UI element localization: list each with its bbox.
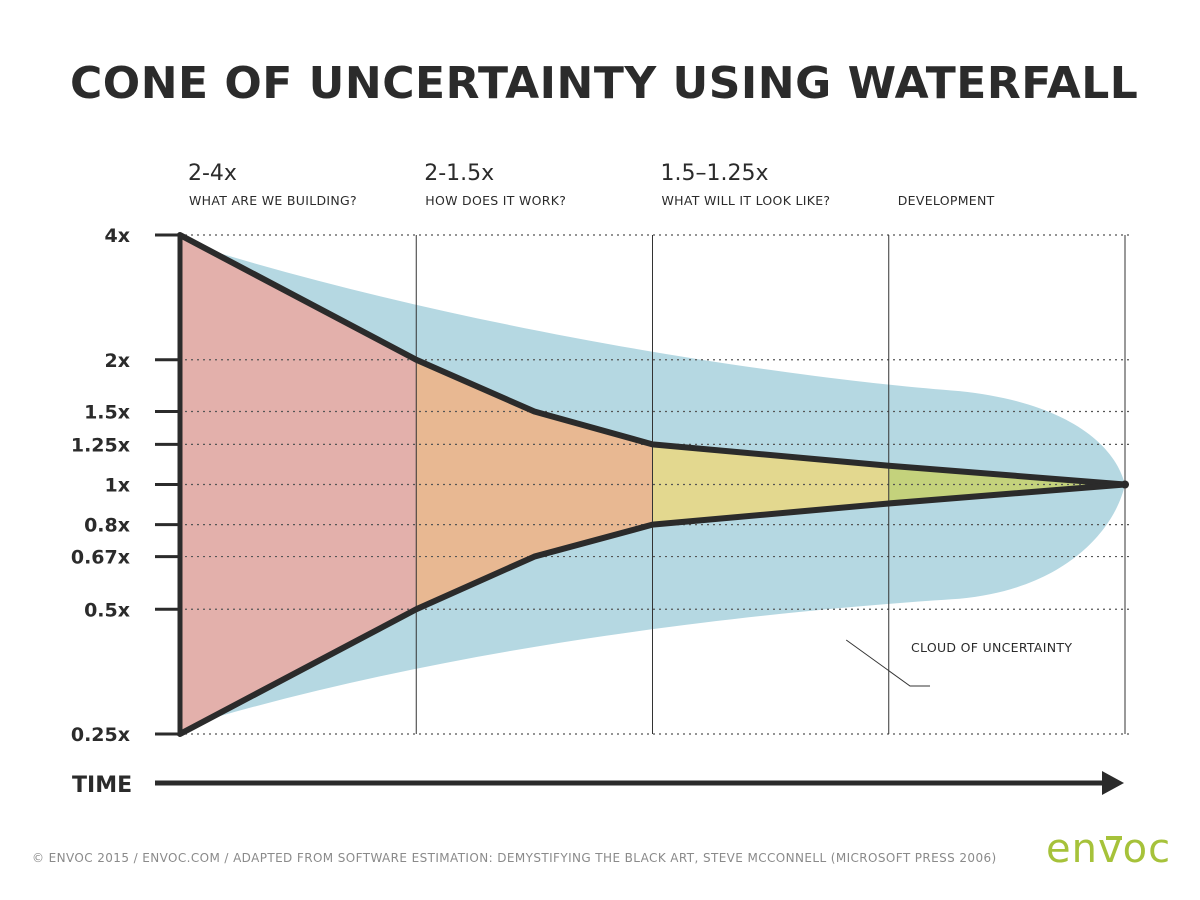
envoc-logo: envoc bbox=[1046, 826, 1172, 872]
phase-range-label: 2-1.5x bbox=[424, 161, 494, 186]
y-tick-label: 1.25x bbox=[71, 434, 130, 456]
lower-estimate-line bbox=[177, 481, 1128, 737]
y-tick-label: 0.5x bbox=[84, 599, 130, 621]
y-tick-label: 2x bbox=[105, 350, 130, 372]
y-tick-label: 0.67x bbox=[71, 547, 130, 569]
phase-area-4 bbox=[888, 465, 1125, 504]
phase-name-label: WHAT WILL IT LOOK LIKE? bbox=[662, 193, 831, 208]
x-axis-label: TIME bbox=[72, 773, 132, 798]
footer-credit: © ENVOC 2015 / ENVOC.COM / ADAPTED FROM … bbox=[32, 851, 997, 865]
phase-range-label: 2-4x bbox=[188, 161, 237, 186]
phase-area-3 bbox=[652, 444, 889, 525]
annotation-leader bbox=[845, 639, 931, 687]
cloud-annotation-label: CLOUD OF UNCERTAINTY bbox=[911, 640, 1072, 655]
convergence-point bbox=[1121, 480, 1129, 489]
phase-name-label: WHAT ARE WE BUILDING? bbox=[189, 193, 357, 208]
phase-name-label: DEVELOPMENT bbox=[898, 193, 995, 208]
y-tick-label: 4x bbox=[105, 225, 130, 247]
time-arrowhead bbox=[1102, 771, 1124, 795]
logo-macron bbox=[1106, 836, 1122, 840]
phase-name-label: HOW DOES IT WORK? bbox=[425, 193, 566, 208]
y-tick-label: 0.8x bbox=[84, 515, 130, 537]
y-tick-label: 1x bbox=[105, 475, 130, 497]
y-tick-label: 0.25x bbox=[71, 724, 130, 746]
chart-title: CONE OF UNCERTAINTY USING WATERFALL bbox=[70, 58, 1139, 109]
phase-range-label: 1.5–1.25x bbox=[661, 161, 769, 186]
y-tick-label: 1.5x bbox=[84, 402, 130, 424]
upper-estimate-line bbox=[177, 232, 1128, 488]
